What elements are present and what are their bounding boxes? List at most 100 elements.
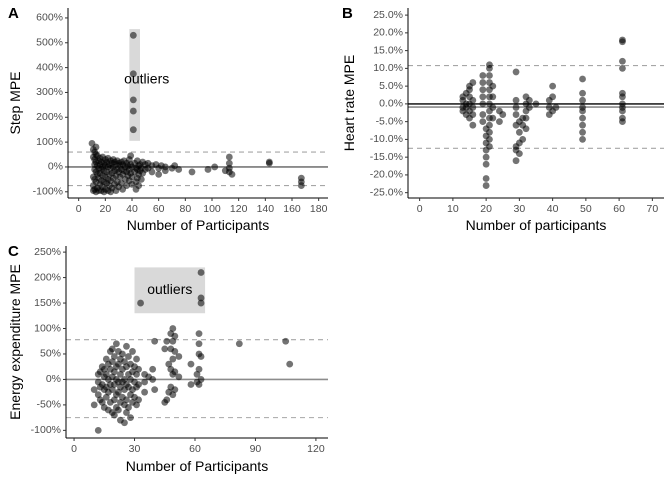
x-tick-label: 100 xyxy=(203,203,221,215)
x-tick-label: 10 xyxy=(447,203,459,215)
x-tick-label: 40 xyxy=(126,203,138,215)
x-tick-label: 160 xyxy=(283,203,301,215)
data-point xyxy=(171,348,179,355)
data-point xyxy=(282,337,290,345)
data-point xyxy=(522,114,530,122)
data-point xyxy=(512,96,520,104)
x-tick-label: 30 xyxy=(129,443,141,455)
x-tick-label: 60 xyxy=(153,203,165,215)
y-tick-label: 5.0% xyxy=(379,80,403,92)
data-point xyxy=(197,269,205,276)
x-tick-label: 90 xyxy=(250,443,262,455)
data-point xyxy=(125,353,132,360)
data-point xyxy=(151,386,159,394)
y-tick-label: 200% xyxy=(34,271,61,283)
x-axis-label: Number of Participants xyxy=(127,217,269,233)
data-point xyxy=(175,353,183,360)
data-point xyxy=(482,153,490,161)
data-point xyxy=(171,368,179,376)
data-point xyxy=(466,86,473,94)
data-point xyxy=(135,365,142,373)
data-point xyxy=(195,340,203,348)
data-point xyxy=(522,125,530,133)
data-point xyxy=(195,330,203,337)
data-point xyxy=(469,111,477,118)
data-point xyxy=(211,163,219,171)
x-tick-label: 40 xyxy=(547,203,559,215)
y-axis-label: Step MPE xyxy=(7,71,23,134)
y-tick-label: 50% xyxy=(40,348,61,360)
data-point xyxy=(165,360,173,368)
data-point xyxy=(489,104,497,111)
data-point xyxy=(479,111,487,118)
panel-c: outliers -100% -50% 0% 50% 100% 150% 200% 250% 0 3… xyxy=(7,243,328,474)
data-point xyxy=(129,96,137,104)
outliers-label: outliers xyxy=(147,281,192,297)
data-point xyxy=(197,353,205,360)
data-point xyxy=(228,171,236,178)
x-tick-label: 140 xyxy=(257,203,275,215)
y-tick-label: 600% xyxy=(36,12,63,24)
data-point xyxy=(155,171,163,178)
data-point xyxy=(171,332,179,340)
data-point xyxy=(519,136,527,143)
y-tick-label: 100% xyxy=(34,322,61,334)
x-tick-label: 60 xyxy=(189,443,201,455)
data-point xyxy=(479,72,487,79)
outliers-label: outliers xyxy=(124,71,169,87)
data-point xyxy=(197,299,205,307)
data-point xyxy=(512,157,520,165)
y-tick-label: 200% xyxy=(36,111,63,123)
data-point xyxy=(148,168,156,176)
data-point xyxy=(489,114,497,122)
data-point xyxy=(90,401,98,409)
data-point xyxy=(496,118,503,126)
data-point xyxy=(479,79,487,86)
data-point xyxy=(163,396,171,404)
x-tick-label: 180 xyxy=(310,203,328,215)
data-point xyxy=(135,381,142,388)
data-point xyxy=(171,386,179,394)
data-point xyxy=(110,411,118,419)
data-point xyxy=(512,68,520,76)
data-point xyxy=(102,355,110,363)
x-tick-label: 0 xyxy=(76,203,82,215)
panel-b: -25.0% -20.0% -15.0% -10.0% -5.0% 0.0% 5.0% 10.… xyxy=(341,5,664,233)
x-tick-label: 20 xyxy=(480,203,492,215)
data-point xyxy=(469,79,477,86)
data-point xyxy=(129,107,137,115)
data-point xyxy=(512,104,520,111)
y-tick-label: 0% xyxy=(48,161,63,173)
data-point xyxy=(197,294,205,302)
data-point xyxy=(151,337,159,345)
data-point xyxy=(137,175,145,183)
data-point xyxy=(225,159,233,167)
data-point xyxy=(187,360,195,368)
data-point xyxy=(112,340,120,348)
data-point xyxy=(123,396,130,404)
data-point xyxy=(579,136,586,143)
data-point xyxy=(149,376,157,383)
data-point xyxy=(129,31,137,39)
x-tick-label: 0 xyxy=(417,203,423,215)
data-point xyxy=(286,360,294,368)
data-point xyxy=(125,404,132,411)
data-point xyxy=(479,118,487,126)
data-point xyxy=(579,114,586,122)
data-point xyxy=(193,370,201,378)
data-point xyxy=(119,350,126,358)
data-point xyxy=(195,381,203,388)
x-axis-label: Number of Participants xyxy=(126,458,268,474)
data-point xyxy=(92,143,100,151)
data-point xyxy=(175,166,183,173)
data-point xyxy=(129,348,136,355)
data-point xyxy=(619,118,626,126)
data-point xyxy=(123,342,130,350)
y-axis-label: Heart rate MPE xyxy=(341,55,357,151)
data-point xyxy=(486,143,493,150)
data-point xyxy=(100,365,108,373)
data-point xyxy=(482,182,490,189)
data-point xyxy=(90,386,98,394)
data-point xyxy=(127,152,135,160)
y-tick-label: 500% xyxy=(36,37,63,49)
